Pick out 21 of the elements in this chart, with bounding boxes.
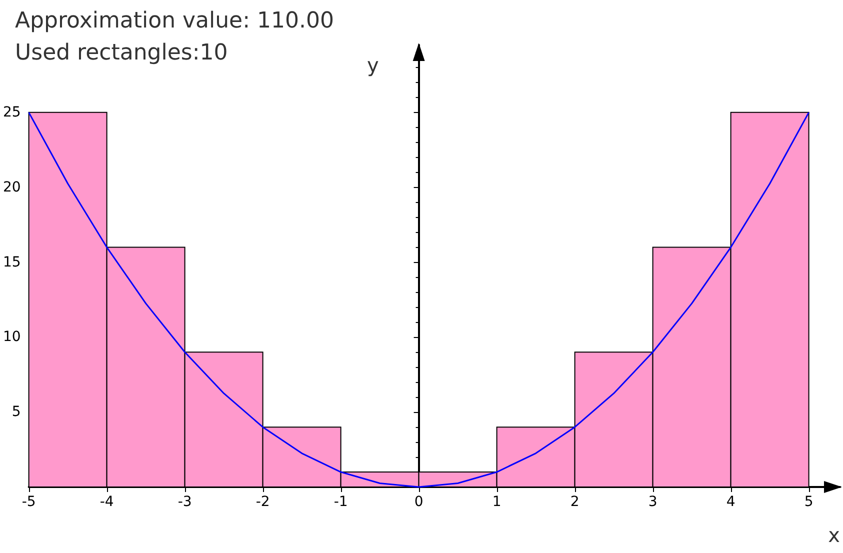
x-tick-label: -1 — [334, 494, 348, 510]
x-tick-label: 4 — [726, 494, 736, 510]
line-series — [28, 112, 810, 488]
y-tick-label: 15 — [2, 254, 21, 270]
y-axis-title: y — [366, 53, 379, 77]
text: Approximation value: 110.00 — [15, 8, 334, 34]
x-tick-label: -2 — [256, 494, 270, 510]
x-tick-label: 5 — [804, 494, 814, 510]
y-tick-label: 20 — [2, 179, 21, 196]
annotation: Used rectangles:10 — [15, 40, 228, 66]
y-tick-label: 25 — [2, 104, 21, 120]
x-tick-label: -4 — [100, 494, 114, 510]
x-tick-label: -5 — [22, 494, 36, 510]
x-tick-label: 0 — [414, 494, 424, 510]
x-axis-title: x — [828, 523, 840, 547]
x-tick-label: -3 — [178, 494, 192, 510]
x-tick-label: 1 — [492, 494, 502, 510]
y-tick-label: 10 — [2, 329, 21, 346]
x-tick-label: 3 — [648, 494, 658, 510]
y-tick-label: 5 — [12, 404, 21, 420]
x-tick-label: 2 — [570, 494, 580, 510]
